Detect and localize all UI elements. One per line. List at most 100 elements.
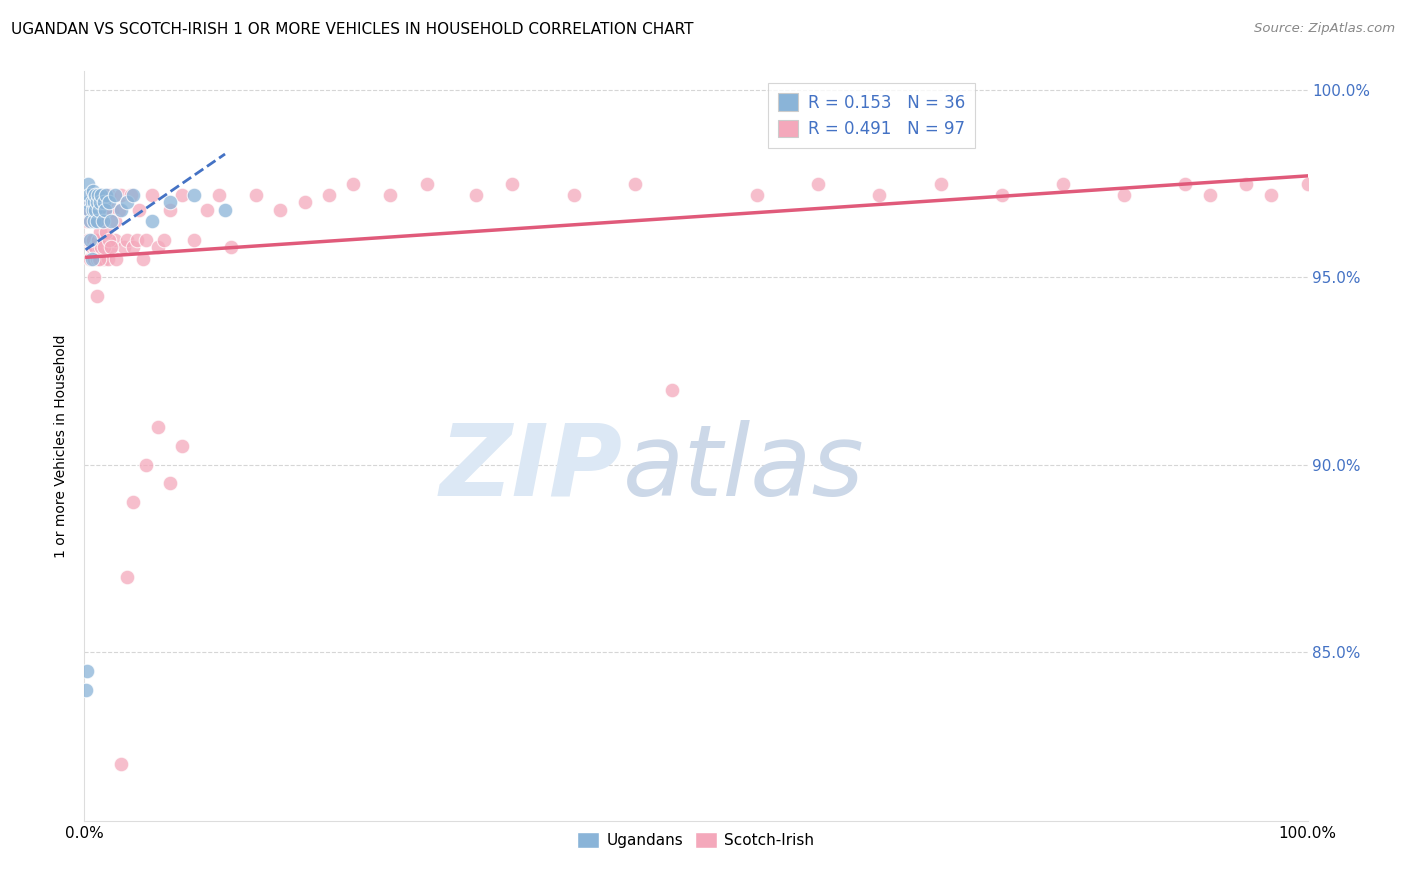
Point bbox=[83, 195, 105, 210]
Point bbox=[991, 188, 1014, 202]
Point bbox=[159, 476, 181, 491]
Point bbox=[93, 195, 115, 210]
Point bbox=[128, 202, 150, 217]
Point bbox=[84, 188, 107, 202]
Point bbox=[93, 240, 115, 254]
Point bbox=[562, 188, 585, 202]
Point bbox=[105, 252, 128, 266]
Point bbox=[219, 240, 242, 254]
Point bbox=[87, 188, 110, 202]
Point bbox=[75, 682, 97, 697]
Point bbox=[83, 270, 105, 285]
Point bbox=[87, 252, 110, 266]
Point bbox=[84, 240, 107, 254]
Point bbox=[82, 233, 104, 247]
Point bbox=[82, 202, 104, 217]
Point bbox=[98, 233, 121, 247]
Point bbox=[77, 177, 100, 191]
Point bbox=[79, 195, 101, 210]
Point bbox=[135, 458, 157, 472]
Point bbox=[159, 195, 181, 210]
Text: ZIP: ZIP bbox=[440, 420, 623, 517]
Text: UGANDAN VS SCOTCH-IRISH 1 OR MORE VEHICLES IN HOUSEHOLD CORRELATION CHART: UGANDAN VS SCOTCH-IRISH 1 OR MORE VEHICL… bbox=[11, 22, 693, 37]
Point bbox=[82, 202, 104, 217]
Point bbox=[624, 177, 647, 191]
Point bbox=[91, 214, 114, 228]
Point bbox=[80, 188, 103, 202]
Point bbox=[80, 252, 103, 266]
Point bbox=[1114, 188, 1136, 202]
Point bbox=[146, 240, 169, 254]
Point bbox=[380, 188, 402, 202]
Point bbox=[110, 188, 132, 202]
Point bbox=[172, 188, 194, 202]
Point bbox=[77, 195, 100, 210]
Point bbox=[208, 188, 231, 202]
Point bbox=[110, 757, 132, 772]
Point bbox=[146, 420, 169, 434]
Point bbox=[269, 202, 291, 217]
Point bbox=[82, 184, 104, 198]
Point bbox=[91, 240, 114, 254]
Point bbox=[86, 202, 108, 217]
Point bbox=[464, 188, 486, 202]
Point bbox=[86, 214, 108, 228]
Point bbox=[97, 188, 120, 202]
Point bbox=[183, 233, 205, 247]
Point bbox=[122, 240, 145, 254]
Point bbox=[214, 202, 236, 217]
Point bbox=[77, 202, 100, 217]
Point bbox=[76, 664, 98, 678]
Point bbox=[76, 214, 98, 228]
Point bbox=[97, 252, 120, 266]
Legend: Ugandans, Scotch-Irish: Ugandans, Scotch-Irish bbox=[571, 826, 821, 855]
Point bbox=[91, 214, 114, 228]
Point bbox=[110, 202, 132, 217]
Point bbox=[183, 188, 205, 202]
Point bbox=[83, 214, 105, 228]
Point bbox=[96, 188, 118, 202]
Point bbox=[90, 233, 112, 247]
Point bbox=[125, 233, 148, 247]
Point bbox=[100, 240, 122, 254]
Point bbox=[1236, 177, 1258, 191]
Point bbox=[159, 202, 181, 217]
Point bbox=[1296, 177, 1319, 191]
Point bbox=[79, 233, 101, 247]
Point bbox=[83, 252, 105, 266]
Point bbox=[115, 195, 138, 210]
Point bbox=[747, 188, 769, 202]
Point bbox=[90, 188, 112, 202]
Point bbox=[1174, 177, 1197, 191]
Text: Source: ZipAtlas.com: Source: ZipAtlas.com bbox=[1254, 22, 1395, 36]
Point bbox=[153, 233, 176, 247]
Point bbox=[77, 202, 100, 217]
Point bbox=[104, 233, 127, 247]
Point bbox=[318, 188, 340, 202]
Point bbox=[115, 233, 138, 247]
Point bbox=[100, 240, 122, 254]
Text: atlas: atlas bbox=[623, 420, 865, 517]
Point bbox=[87, 233, 110, 247]
Point bbox=[94, 202, 117, 217]
Point bbox=[1052, 177, 1074, 191]
Point bbox=[93, 252, 115, 266]
Point bbox=[104, 214, 127, 228]
Point bbox=[172, 439, 194, 453]
Point bbox=[135, 233, 157, 247]
Point bbox=[807, 177, 830, 191]
Point bbox=[91, 202, 114, 217]
Point bbox=[104, 188, 127, 202]
Point bbox=[141, 188, 163, 202]
Point bbox=[86, 252, 108, 266]
Point bbox=[101, 202, 124, 217]
Point bbox=[80, 195, 103, 210]
Point bbox=[89, 188, 111, 202]
Point bbox=[294, 195, 316, 210]
Point bbox=[86, 289, 108, 303]
Point bbox=[83, 188, 105, 202]
Point bbox=[1260, 188, 1282, 202]
Point bbox=[87, 188, 110, 202]
Point bbox=[94, 233, 117, 247]
Point bbox=[1198, 188, 1220, 202]
